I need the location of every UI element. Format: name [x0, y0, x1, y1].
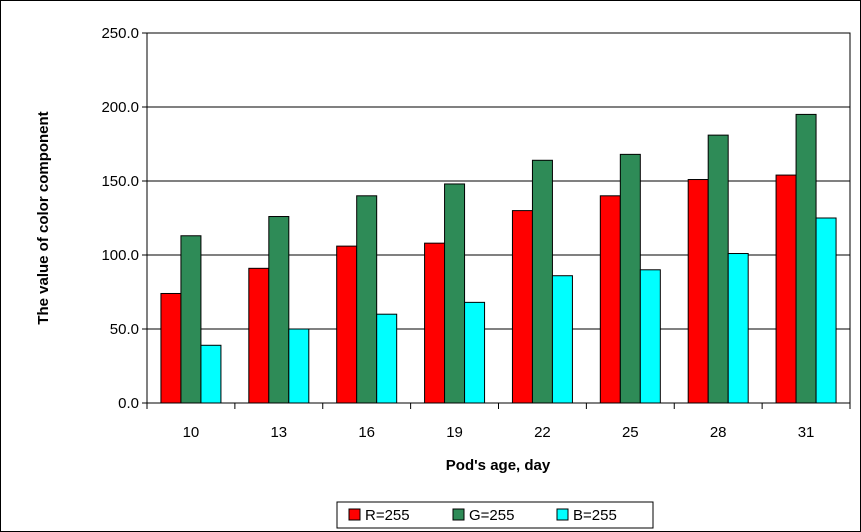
- legend: R=255 G=255 B=255: [336, 501, 654, 529]
- bar-b-28: [727, 253, 749, 404]
- bars: [160, 113, 837, 404]
- x-tick-label: 13: [270, 424, 287, 441]
- bar-g-31: [795, 113, 817, 404]
- legend-label: B=255: [573, 507, 617, 524]
- y-tick-label: 100.0: [101, 247, 139, 264]
- bar-b-22: [551, 275, 573, 404]
- legend-label: R=255: [365, 507, 410, 524]
- bar-b-10: [200, 344, 222, 404]
- bar-b-19: [464, 301, 486, 404]
- x-axis-title: Pod's age, day: [446, 457, 551, 474]
- x-tick-label: 31: [798, 424, 815, 441]
- y-axis-ticks: 0.0 50.0 100.0 150.0 200.0 250.0: [101, 25, 147, 412]
- legend-swatch: [348, 508, 361, 521]
- bar-g-10: [180, 235, 202, 404]
- legend-swatch: [452, 508, 465, 521]
- bar-b-16: [376, 313, 398, 404]
- x-tick-label: 25: [622, 424, 639, 441]
- bar-b-31: [815, 217, 837, 404]
- bar-g-25: [619, 153, 641, 404]
- y-tick-label: 0.0: [118, 395, 139, 412]
- bar-r-13: [248, 267, 270, 404]
- x-axis-ticks: 10 13 16 19 22 25 28 31: [146, 403, 851, 441]
- x-tick-label: 10: [183, 424, 200, 441]
- y-tick-label: 50.0: [110, 321, 139, 338]
- y-axis-title: The value of color component: [35, 111, 52, 324]
- x-tick-label: 16: [358, 424, 375, 441]
- bar-g-16: [356, 195, 378, 404]
- x-tick-label: 22: [534, 424, 551, 441]
- y-tick-label: 150.0: [101, 173, 139, 190]
- bar-r-31: [775, 174, 797, 404]
- bar-g-13: [268, 216, 290, 404]
- bar-g-19: [444, 183, 466, 404]
- bar-b-25: [639, 269, 661, 404]
- bar-g-22: [531, 159, 553, 404]
- bar-r-16: [336, 245, 358, 404]
- legend-box: [336, 501, 654, 529]
- bar-r-25: [599, 195, 621, 404]
- legend-swatch: [556, 508, 569, 521]
- bar-g-28: [707, 134, 729, 404]
- legend-label: G=255: [469, 507, 514, 524]
- x-tick-label: 19: [446, 424, 463, 441]
- y-tick-label: 200.0: [101, 99, 139, 116]
- bar-b-13: [288, 328, 310, 404]
- x-tick-label: 28: [710, 424, 727, 441]
- bar-r-22: [511, 210, 533, 404]
- bar-r-10: [160, 292, 182, 404]
- y-tick-label: 250.0: [101, 25, 139, 42]
- bar-r-28: [687, 179, 709, 404]
- bar-r-19: [424, 242, 446, 404]
